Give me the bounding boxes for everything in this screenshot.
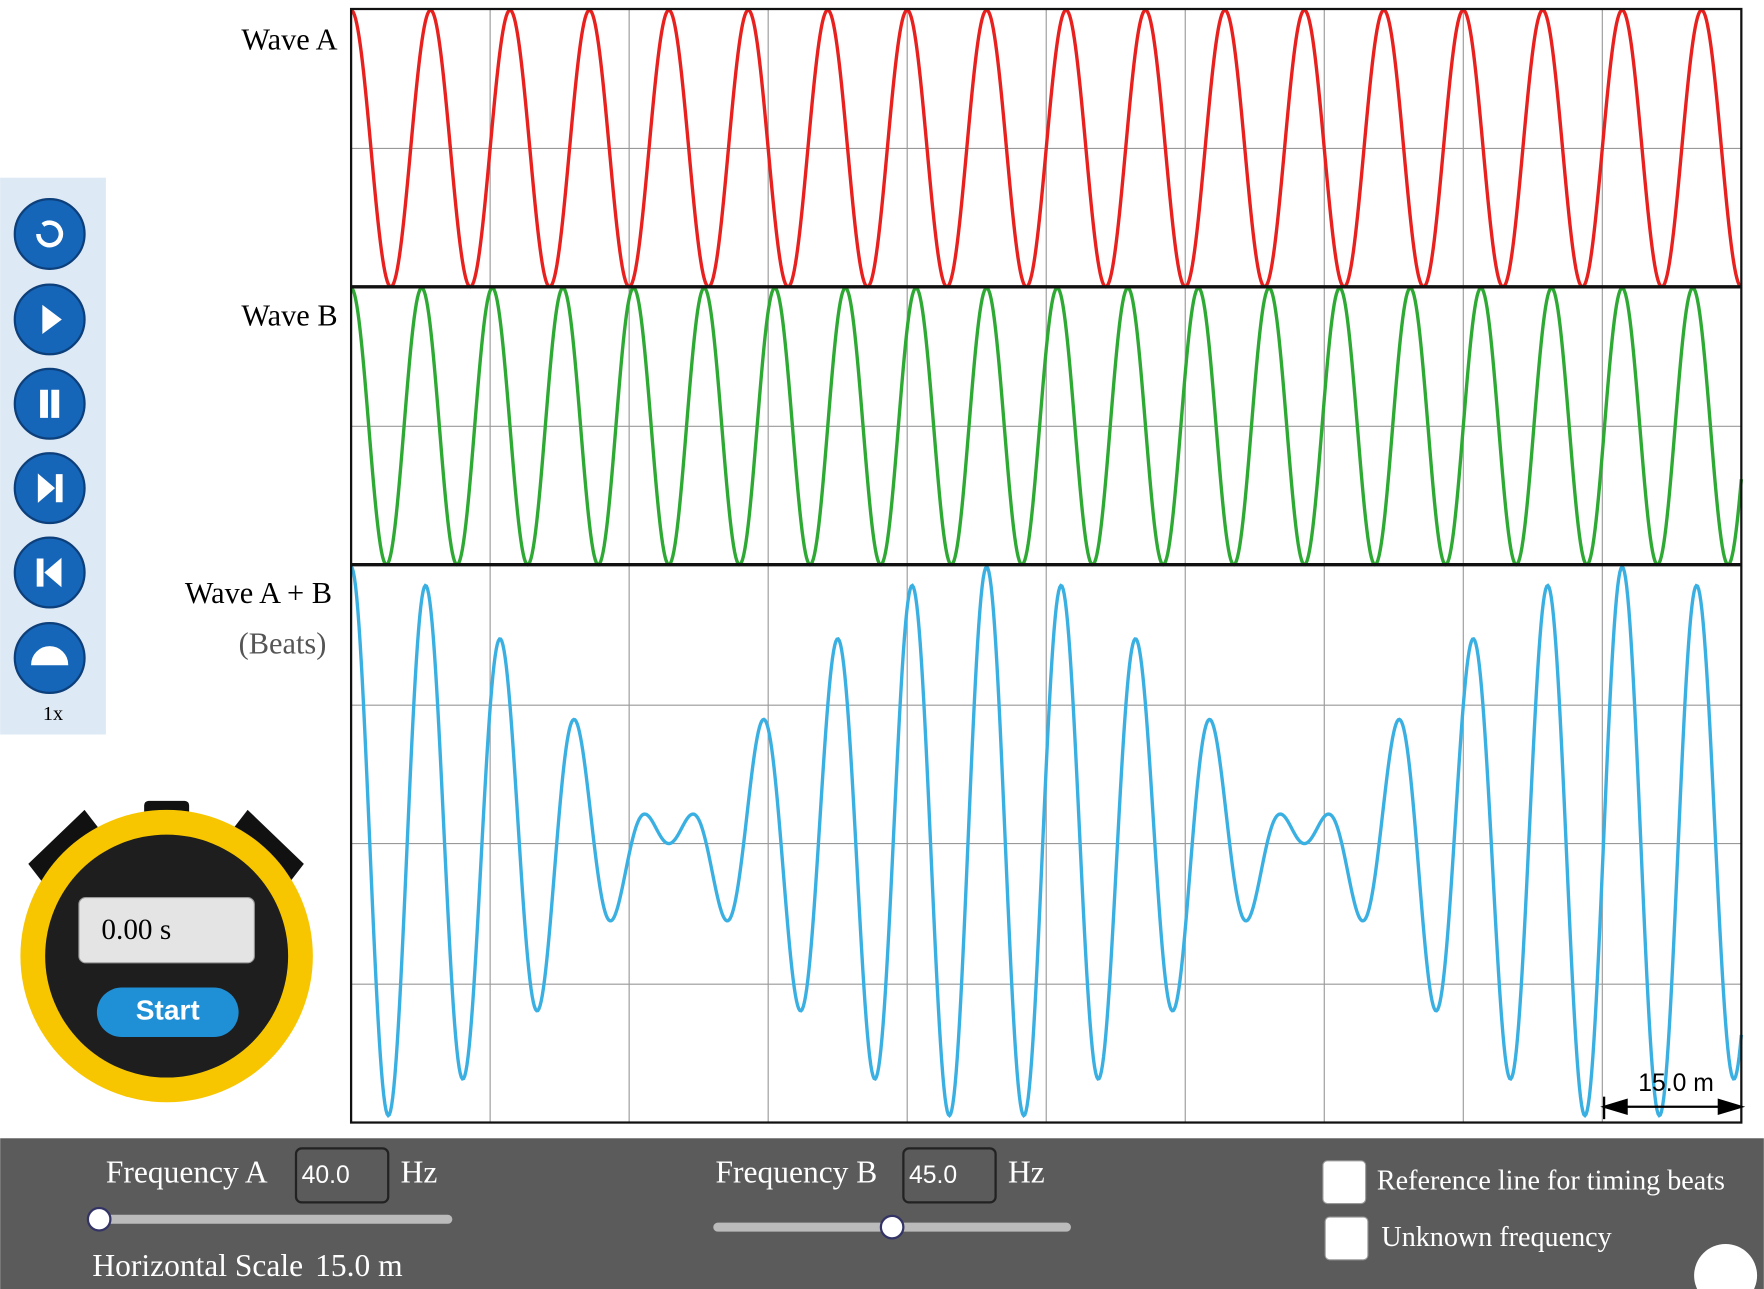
scale-arrow [1600,1096,1746,1120]
wave-b-label: Wave B [241,298,337,332]
sum-note: (Beats) [239,627,327,661]
waves [349,8,1744,1119]
frequency-a-unit: Hz [401,1155,438,1190]
wave-a-label: Wave A [241,23,337,57]
start-button[interactable] [96,987,239,1038]
control-bar [0,1138,1764,1289]
frequency-a-label: Frequency A [106,1155,268,1190]
tool-icon [42,304,62,335]
scale-control-value: 15.0 m [315,1248,402,1283]
frequency-a-input[interactable] [294,1147,390,1204]
sum-label: Wave A + B [185,576,332,610]
frequency-b-value[interactable]: 45.0 [909,1162,957,1189]
start-label[interactable]: Start [136,995,201,1026]
frequency-b-unit: Hz [1008,1155,1045,1190]
wave-sum [349,564,1744,1119]
checkbox-label: Unknown frequency [1381,1222,1611,1253]
scale-label: 15.0 m [1638,1070,1714,1097]
frequency-a-thumb[interactable] [86,1206,112,1232]
tool-icon [31,646,69,666]
tool-icon [36,557,62,588]
tool-icon [36,220,64,248]
wave-b [350,285,1744,567]
stopwatch-time: 0.00 s [101,914,171,946]
frequency-a-slider[interactable] [92,1214,453,1224]
tool-icon [40,389,60,418]
fullscreen-button[interactable] [1694,1244,1758,1289]
frequency-b-label: Frequency B [716,1155,878,1190]
speed-label: 1x [43,703,63,725]
checkbox[interactable] [1322,1160,1367,1205]
frequency-a-value[interactable]: 40.0 [302,1162,350,1189]
tool-button[interactable] [13,367,86,440]
tool-icon [37,473,63,503]
checkbox-label: Reference line for timing beats [1377,1166,1725,1197]
stopwatch: 0.00 s Start [20,800,313,1103]
scale-control-label: Horizontal Scale [92,1248,303,1283]
tool-button[interactable] [13,197,86,270]
wave-a [350,8,1743,289]
toolbar-buttons [13,197,86,694]
checkbox[interactable] [1324,1216,1369,1261]
frequency-b-input[interactable] [902,1147,997,1204]
frequency-b-thumb[interactable] [879,1214,905,1240]
